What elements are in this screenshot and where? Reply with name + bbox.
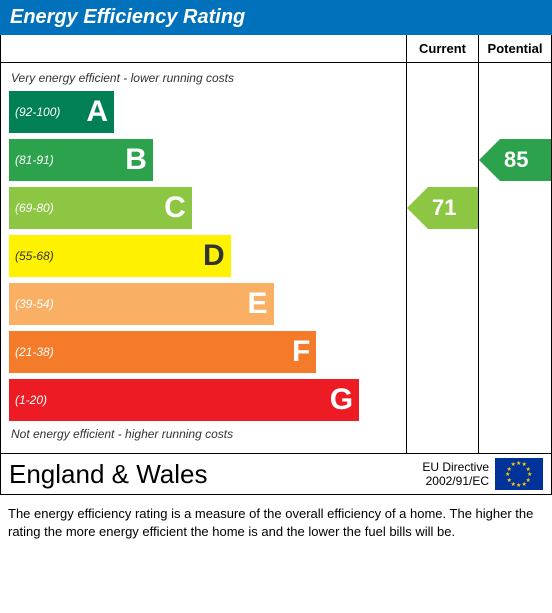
title-text: Energy Efficiency Rating (10, 6, 245, 28)
caption-text: The energy efficiency rating is a measur… (0, 495, 552, 548)
band-bar-f: (21-38) F (9, 331, 316, 373)
band-row-c: (69-80) C (9, 187, 398, 229)
header-row: Current Potential (1, 35, 551, 63)
band-range-b: (81-91) (9, 153, 54, 167)
potential-arrow: 85 (479, 139, 551, 181)
band-letter-b: B (125, 143, 147, 177)
column-potential: 85 (479, 63, 551, 453)
footer-row: England & Wales EU Directive 2002/91/EC … (1, 453, 551, 494)
band-row-a: (92-100) A (9, 91, 398, 133)
band-bar-d: (55-68) D (9, 235, 231, 277)
body-row: Very energy efficient - lower running co… (1, 63, 551, 453)
band-row-g: (1-20) G (9, 379, 398, 421)
title-bar: Energy Efficiency Rating (0, 0, 552, 35)
band-range-e: (39-54) (9, 297, 54, 311)
current-arrow: 71 (407, 187, 478, 229)
column-current: 71 (407, 63, 479, 453)
current-arrow-body: 71 (428, 187, 478, 229)
band-letter-d: D (203, 239, 225, 273)
band-row-d: (55-68) D (9, 235, 398, 277)
directive-line2: 2002/91/EC (422, 474, 489, 488)
band-letter-f: F (292, 335, 310, 369)
band-letter-e: E (248, 287, 268, 321)
band-bar-c: (69-80) C (9, 187, 192, 229)
potential-arrow-body: 85 (500, 139, 551, 181)
note-top: Very energy efficient - lower running co… (11, 71, 398, 85)
eu-flag-icon: ★★★★★★★★★★★★ (495, 458, 543, 490)
directive-label: EU Directive 2002/91/EC (422, 460, 489, 488)
band-bar-b: (81-91) B (9, 139, 153, 181)
band-letter-g: G (330, 383, 353, 417)
header-current: Current (407, 35, 479, 62)
band-letter-a: A (86, 95, 108, 129)
current-value: 71 (432, 195, 456, 221)
band-bar-a: (92-100) A (9, 91, 114, 133)
band-range-c: (69-80) (9, 201, 54, 215)
band-row-e: (39-54) E (9, 283, 398, 325)
band-letter-c: C (164, 191, 186, 225)
header-chart-spacer (1, 35, 407, 62)
band-bar-e: (39-54) E (9, 283, 274, 325)
band-range-g: (1-20) (9, 393, 47, 407)
band-range-d: (55-68) (9, 249, 54, 263)
epc-chart: Current Potential Very energy efficient … (0, 35, 552, 495)
band-range-a: (92-100) (9, 105, 60, 119)
note-bottom: Not energy efficient - higher running co… (11, 427, 398, 441)
header-potential: Potential (479, 35, 551, 62)
bars-container: (92-100) A (81-91) B (69-80) C (55-68) D (39-54)… (9, 91, 398, 421)
potential-value: 85 (504, 147, 528, 173)
band-range-f: (21-38) (9, 345, 54, 359)
region-label: England & Wales (9, 459, 422, 490)
band-bar-g: (1-20) G (9, 379, 359, 421)
band-row-f: (21-38) F (9, 331, 398, 373)
band-row-b: (81-91) B (9, 139, 398, 181)
directive-line1: EU Directive (422, 460, 489, 474)
chart-area: Very energy efficient - lower running co… (1, 63, 407, 453)
